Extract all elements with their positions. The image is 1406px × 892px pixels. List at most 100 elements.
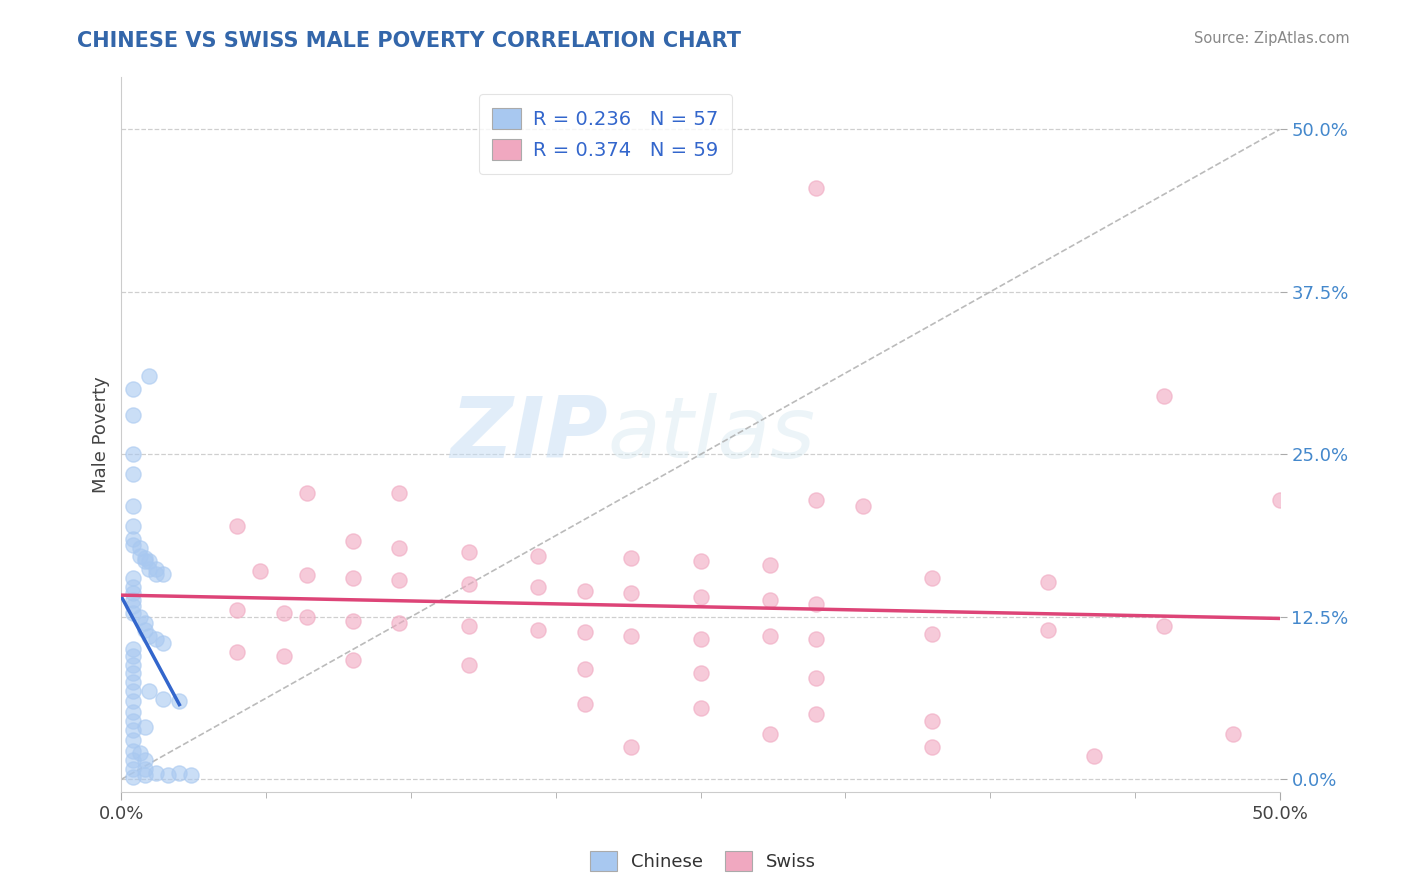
Point bbox=[574, 625, 596, 640]
Point bbox=[226, 645, 249, 659]
Point bbox=[759, 629, 782, 643]
Point bbox=[388, 486, 411, 500]
Point bbox=[759, 558, 782, 572]
Point bbox=[273, 648, 295, 663]
Point bbox=[122, 744, 145, 758]
Point bbox=[806, 707, 828, 722]
Point bbox=[122, 580, 145, 594]
Y-axis label: Male Poverty: Male Poverty bbox=[93, 376, 110, 493]
Point bbox=[134, 616, 156, 631]
Point bbox=[122, 586, 145, 600]
Point bbox=[759, 593, 782, 607]
Point bbox=[921, 571, 943, 585]
Point bbox=[134, 554, 156, 568]
Point bbox=[122, 665, 145, 680]
Point bbox=[574, 583, 596, 598]
Point bbox=[620, 739, 643, 754]
Point bbox=[457, 619, 479, 633]
Point bbox=[1083, 748, 1105, 763]
Point bbox=[129, 549, 152, 563]
Point bbox=[921, 626, 943, 640]
Point bbox=[145, 632, 167, 646]
Point bbox=[129, 541, 152, 555]
Point bbox=[806, 671, 828, 685]
Point bbox=[249, 565, 271, 579]
Point bbox=[152, 566, 174, 581]
Text: CHINESE VS SWISS MALE POVERTY CORRELATION CHART: CHINESE VS SWISS MALE POVERTY CORRELATIO… bbox=[77, 31, 741, 51]
Point bbox=[122, 705, 145, 719]
Point bbox=[689, 554, 711, 568]
Point bbox=[138, 369, 160, 384]
Point bbox=[122, 409, 145, 423]
Point bbox=[152, 636, 174, 650]
Point bbox=[134, 753, 156, 767]
Point bbox=[1153, 389, 1175, 403]
Point bbox=[134, 762, 156, 776]
Point bbox=[122, 383, 145, 397]
Point bbox=[134, 720, 156, 734]
Point bbox=[457, 657, 479, 672]
Point bbox=[122, 753, 145, 767]
Point bbox=[342, 653, 364, 667]
Point bbox=[1036, 574, 1059, 589]
Point bbox=[145, 562, 167, 576]
Point bbox=[122, 519, 145, 533]
Point bbox=[527, 549, 550, 563]
Point bbox=[574, 697, 596, 711]
Point bbox=[134, 551, 156, 566]
Point bbox=[122, 770, 145, 784]
Point bbox=[122, 571, 145, 585]
Point bbox=[122, 694, 145, 708]
Point bbox=[342, 534, 364, 549]
Point bbox=[122, 714, 145, 728]
Text: ZIP: ZIP bbox=[450, 393, 607, 476]
Point bbox=[295, 486, 318, 500]
Point bbox=[122, 532, 145, 546]
Point bbox=[122, 674, 145, 689]
Point bbox=[122, 593, 145, 607]
Point bbox=[759, 727, 782, 741]
Point bbox=[388, 616, 411, 631]
Point bbox=[574, 662, 596, 676]
Point bbox=[138, 629, 160, 643]
Point bbox=[527, 623, 550, 637]
Point bbox=[134, 623, 156, 637]
Point bbox=[134, 768, 156, 782]
Point bbox=[122, 684, 145, 698]
Point bbox=[145, 765, 167, 780]
Point bbox=[1268, 492, 1291, 507]
Point bbox=[921, 739, 943, 754]
Point bbox=[852, 500, 875, 514]
Point bbox=[689, 632, 711, 646]
Point bbox=[388, 574, 411, 588]
Point bbox=[122, 599, 145, 614]
Point bbox=[806, 181, 828, 195]
Point bbox=[806, 632, 828, 646]
Point bbox=[689, 701, 711, 715]
Text: Source: ZipAtlas.com: Source: ZipAtlas.com bbox=[1194, 31, 1350, 46]
Point bbox=[122, 733, 145, 747]
Point bbox=[122, 606, 145, 620]
Point bbox=[295, 610, 318, 624]
Point bbox=[388, 541, 411, 555]
Point bbox=[689, 591, 711, 605]
Point bbox=[122, 447, 145, 461]
Point bbox=[1222, 727, 1244, 741]
Point bbox=[620, 551, 643, 566]
Point bbox=[620, 586, 643, 600]
Legend: R = 0.236   N = 57, R = 0.374   N = 59: R = 0.236 N = 57, R = 0.374 N = 59 bbox=[478, 95, 733, 174]
Point bbox=[1036, 623, 1059, 637]
Point bbox=[122, 648, 145, 663]
Point bbox=[342, 571, 364, 585]
Point bbox=[295, 568, 318, 582]
Point bbox=[122, 723, 145, 737]
Point bbox=[226, 519, 249, 533]
Point bbox=[152, 691, 174, 706]
Point bbox=[620, 629, 643, 643]
Point bbox=[145, 566, 167, 581]
Point bbox=[122, 538, 145, 552]
Point bbox=[156, 768, 179, 782]
Point bbox=[138, 562, 160, 576]
Point bbox=[527, 580, 550, 594]
Point bbox=[457, 577, 479, 591]
